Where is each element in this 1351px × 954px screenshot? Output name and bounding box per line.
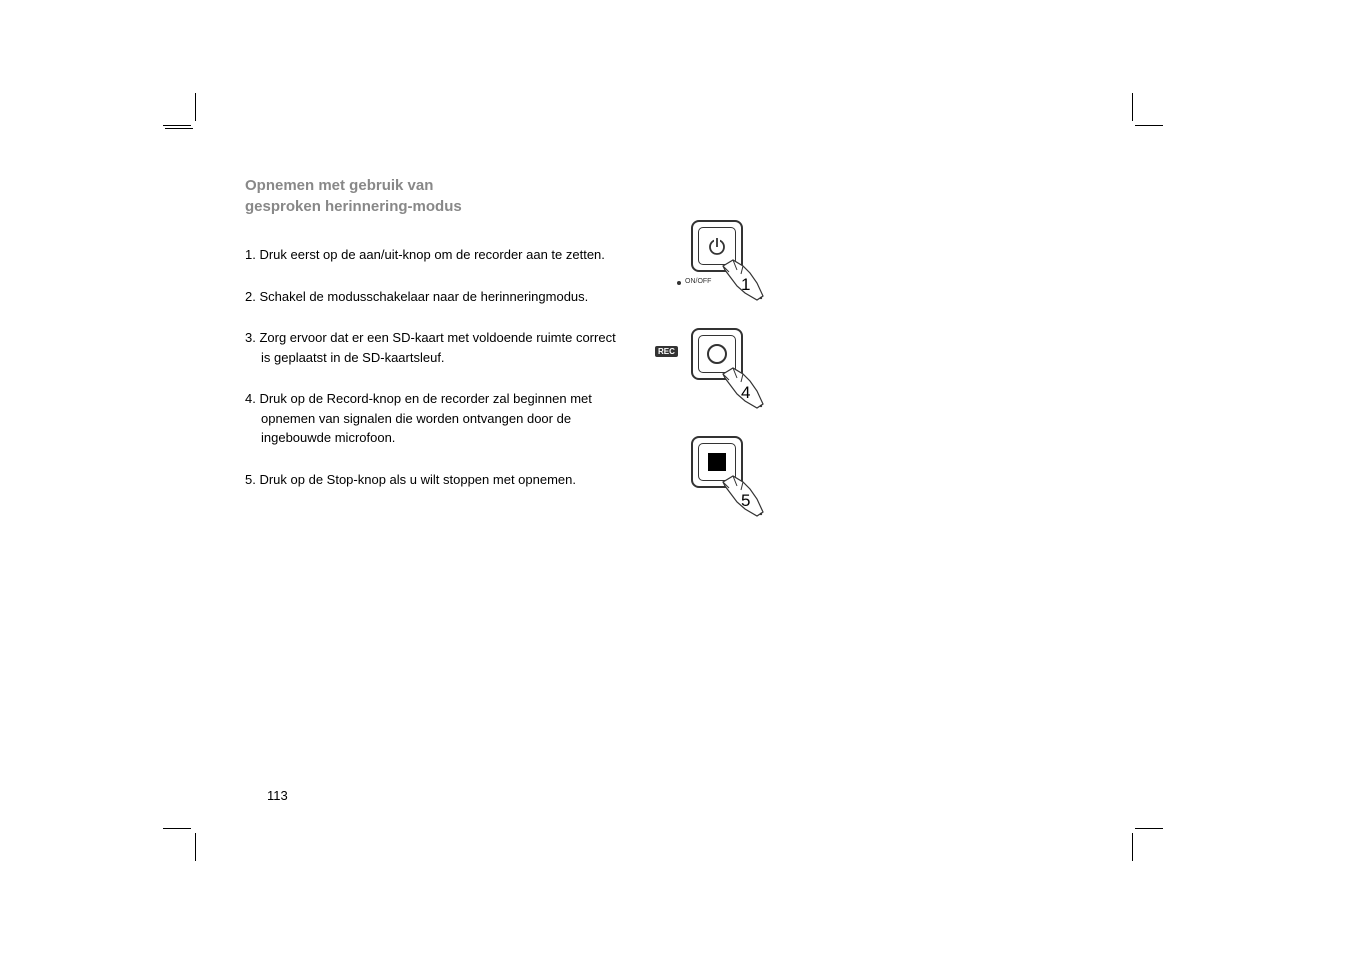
- step-1: 1. Druk eerst op de aan/uit-knop om de r…: [245, 245, 645, 265]
- step-4-line3: ingebouwde microfoon.: [245, 428, 645, 448]
- step-3-num: 3.: [245, 330, 256, 345]
- step-number-5: 5: [741, 491, 750, 511]
- illustrations: ON/OFF 1 REC 4: [665, 220, 785, 544]
- step-5: 5. Druk op de Stop-knop als u wilt stopp…: [245, 470, 645, 490]
- step-3: 3. Zorg ervoor dat er een SD-kaart met v…: [245, 328, 645, 367]
- title-line-1: Opnemen met gebruik van: [245, 177, 433, 194]
- step-4-line2: opnemen van signalen die worden ontvange…: [245, 409, 645, 429]
- illustration-power: ON/OFF 1: [665, 220, 785, 310]
- step-3-text: Zorg ervoor dat er een SD-kaart met vold…: [259, 330, 615, 345]
- crop-mark-tr: [1132, 93, 1133, 121]
- step-number-4: 4: [741, 383, 750, 403]
- step-number-1: 1: [741, 275, 750, 295]
- step-2-text: Schakel de modusschakelaar naar de herin…: [259, 289, 588, 304]
- stop-icon: [708, 453, 726, 471]
- crop-mark-br-h: [1135, 828, 1163, 829]
- page-number: 113: [267, 788, 288, 803]
- crop-mark-tr-h: [1135, 125, 1163, 126]
- crop-mark-br: [1132, 833, 1133, 861]
- step-4-num: 4.: [245, 391, 256, 406]
- crop-mark-tl-h: [163, 125, 191, 126]
- crop-mark-bl: [195, 833, 196, 861]
- rec-label: REC: [655, 346, 678, 357]
- illustration-stop: 5: [665, 436, 785, 526]
- step-4-text: Druk op de Record-knop en de recorder za…: [259, 391, 591, 406]
- step-1-num: 1.: [245, 247, 256, 262]
- crop-mark-tl: [195, 93, 196, 121]
- step-5-num: 5.: [245, 472, 256, 487]
- step-2-num: 2.: [245, 289, 256, 304]
- crop-mark-bl-h: [163, 828, 191, 829]
- power-icon: [708, 237, 726, 255]
- onoff-label: ON/OFF: [685, 278, 711, 285]
- step-4: 4. Druk op de Record-knop en de recorder…: [245, 389, 645, 448]
- record-icon: [707, 344, 727, 364]
- step-5-text: Druk op de Stop-knop als u wilt stoppen …: [259, 472, 576, 487]
- title-line-2: gesproken herinnering-modus: [245, 198, 462, 215]
- page-title: Opnemen met gebruik van gesproken herinn…: [245, 175, 1105, 217]
- step-3-line2: is geplaatst in de SD-kaartsleuf.: [245, 348, 645, 368]
- step-2: 2. Schakel de modusschakelaar naar de he…: [245, 287, 645, 307]
- step-1-text: Druk eerst op de aan/uit-knop om de reco…: [259, 247, 604, 262]
- illustration-record: REC 4: [665, 328, 785, 418]
